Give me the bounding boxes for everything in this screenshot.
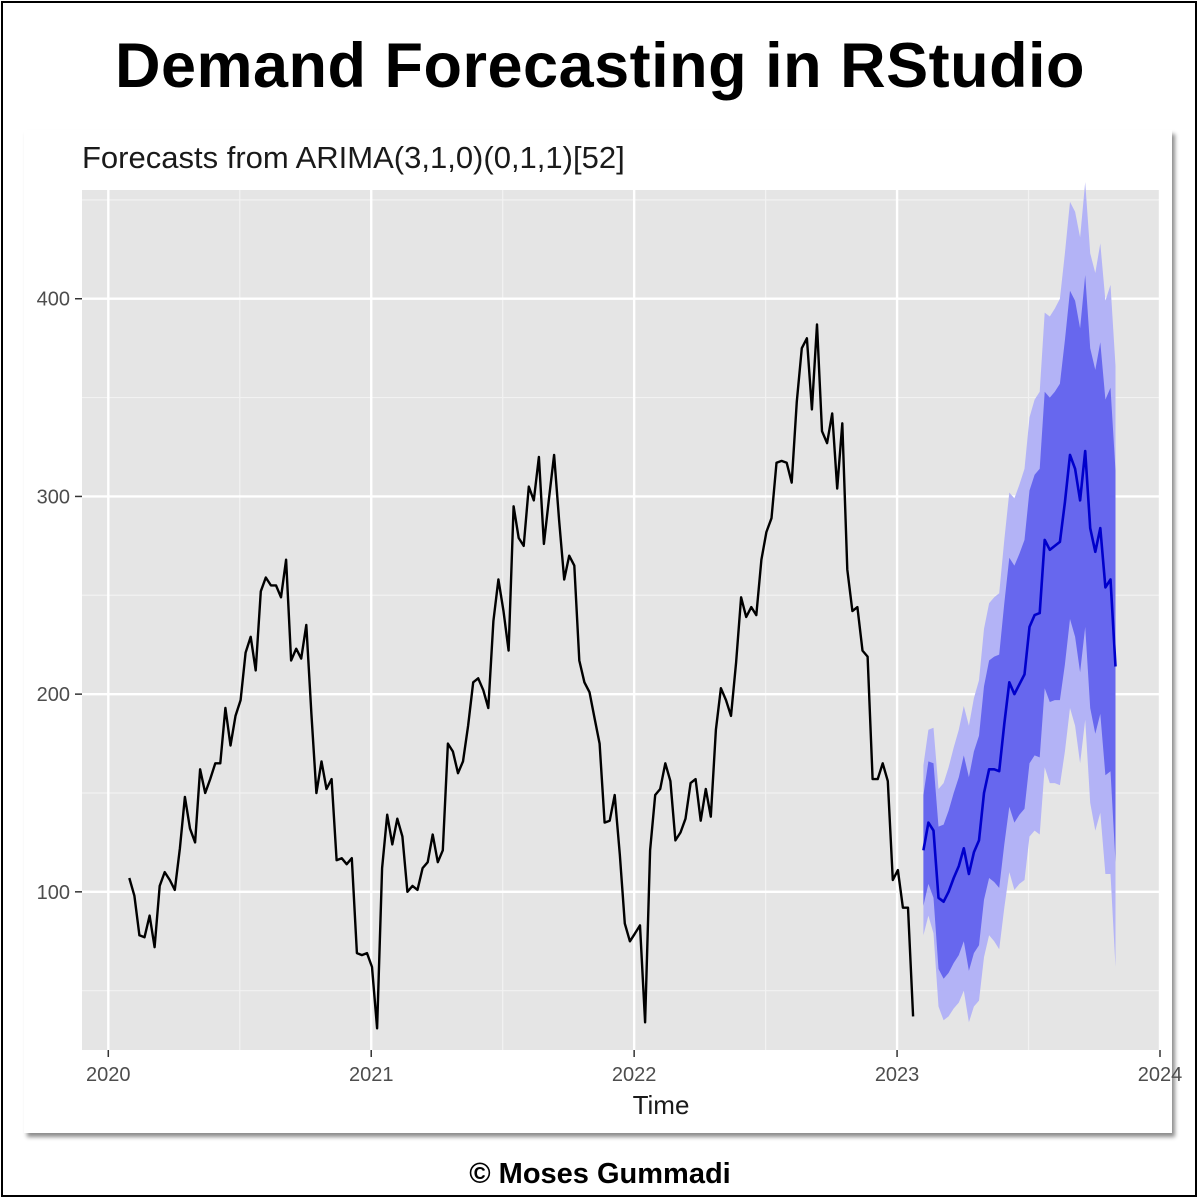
y-tick-label: 400 — [37, 289, 70, 311]
x-tick-label: 2021 — [349, 1064, 394, 1086]
y-axis: 100 200 300 400 — [37, 289, 82, 904]
chart-title: Forecasts from ARIMA(3,1,0)(0,1,1)[52] — [82, 140, 625, 175]
series-lines — [128, 323, 1117, 1030]
minor-gridlines — [82, 190, 1160, 1050]
x-axis: 2020 2021 2022 2023 2024 — [86, 1050, 1182, 1086]
forecast-mean-line — [922, 449, 1117, 904]
y-tick-label: 200 — [37, 684, 70, 706]
x-axis-title: Time — [633, 1090, 690, 1120]
x-tick-label: 2023 — [875, 1064, 920, 1086]
x-tick-label: 2022 — [612, 1064, 657, 1086]
copyright-text: © Moses Gummadi — [469, 1158, 731, 1190]
x-tick-label: 2020 — [86, 1064, 131, 1086]
interval-80-band — [923, 275, 1116, 979]
page-title: Demand Forecasting in RStudio — [114, 31, 1086, 101]
y-tick-label: 100 — [37, 882, 70, 904]
forecast-intervals — [923, 182, 1116, 1023]
major-gridlines — [82, 190, 1162, 1050]
history-line — [128, 323, 915, 1030]
y-tick-label: 300 — [37, 486, 70, 508]
x-tick-label: 2024 — [1138, 1064, 1183, 1086]
